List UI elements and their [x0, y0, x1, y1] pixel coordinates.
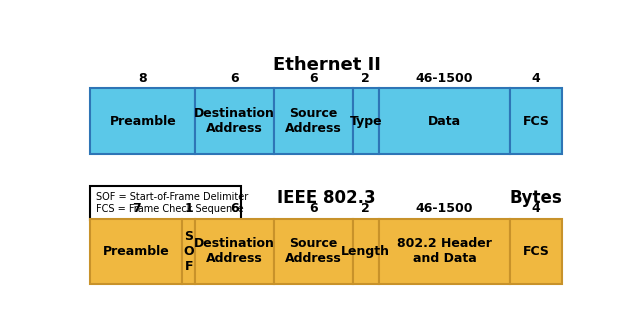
Text: 6: 6	[231, 202, 239, 215]
Bar	[353, 219, 379, 284]
Bar	[379, 219, 510, 284]
Text: 2: 2	[361, 72, 370, 85]
Text: Destination
Address: Destination Address	[194, 107, 275, 135]
Text: 4: 4	[532, 72, 541, 85]
Text: SOF = Start-of-Frame Delimiter
FCS = Frame Check Sequence: SOF = Start-of-Frame Delimiter FCS = Fra…	[96, 192, 248, 213]
Text: Preamble: Preamble	[103, 245, 169, 258]
Text: Type: Type	[350, 115, 382, 127]
Text: Preamble: Preamble	[110, 115, 176, 127]
Text: Length: Length	[341, 245, 390, 258]
Text: Data: Data	[428, 115, 461, 127]
Bar	[90, 186, 241, 220]
Text: 1: 1	[185, 202, 193, 215]
Bar	[196, 219, 274, 284]
Text: 6: 6	[309, 202, 318, 215]
Bar	[353, 88, 379, 154]
Text: Source
Address: Source Address	[285, 107, 341, 135]
Text: FCS: FCS	[523, 245, 550, 258]
Bar	[90, 88, 196, 154]
Bar	[196, 88, 274, 154]
Text: Ethernet II: Ethernet II	[273, 56, 380, 74]
Text: S
O
F: S O F	[183, 230, 194, 273]
Text: FCS: FCS	[523, 115, 550, 127]
Bar	[379, 88, 510, 154]
Text: IEEE 802.3: IEEE 802.3	[277, 189, 376, 208]
Bar	[510, 88, 562, 154]
Bar	[274, 219, 353, 284]
Text: Destination
Address: Destination Address	[194, 237, 275, 265]
Text: Source
Address: Source Address	[285, 237, 341, 265]
Bar	[182, 219, 196, 284]
Bar	[90, 219, 182, 284]
Text: 2: 2	[361, 202, 370, 215]
Text: 802.2 Header
and Data: 802.2 Header and Data	[397, 237, 492, 265]
Text: 46-1500: 46-1500	[416, 202, 473, 215]
Text: 6: 6	[231, 72, 239, 85]
Bar	[510, 219, 562, 284]
Bar	[274, 88, 353, 154]
Text: Bytes: Bytes	[510, 189, 562, 208]
Text: 4: 4	[532, 202, 541, 215]
Text: 6: 6	[309, 72, 318, 85]
Text: 7: 7	[132, 202, 141, 215]
Text: 8: 8	[139, 72, 147, 85]
Text: 46-1500: 46-1500	[416, 72, 473, 85]
